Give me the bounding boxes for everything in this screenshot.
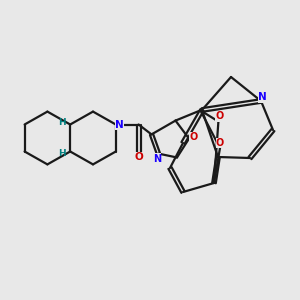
Text: N: N bbox=[258, 92, 267, 102]
Text: O: O bbox=[134, 152, 143, 163]
Text: N: N bbox=[115, 119, 124, 130]
Text: H: H bbox=[58, 118, 66, 127]
Text: O: O bbox=[189, 132, 198, 142]
Text: O: O bbox=[216, 138, 224, 148]
Text: O: O bbox=[216, 111, 224, 122]
Text: H: H bbox=[58, 149, 66, 158]
Text: N: N bbox=[153, 154, 161, 164]
